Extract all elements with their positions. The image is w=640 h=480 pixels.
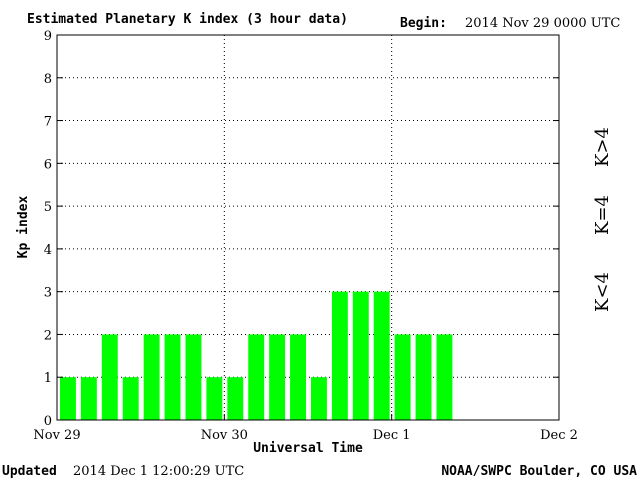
kp-bar: [143, 334, 160, 420]
kp-bar: [122, 377, 139, 420]
kp-bar: [290, 334, 306, 420]
bars: [60, 291, 453, 420]
plot-frame: [56, 34, 560, 421]
kp-bar: [331, 291, 348, 420]
kp-bar: [436, 334, 453, 420]
y-tick-label: 8: [44, 72, 52, 87]
y-tick-label: 1: [44, 371, 52, 386]
x-tick-label: Dec 2: [540, 428, 578, 443]
x-tick-label: Nov 30: [201, 428, 248, 443]
kp-bar: [311, 377, 327, 420]
footer: Updated 2014 Dec 1 12:00:29 UTC NOAA/SWP…: [2, 464, 637, 479]
kp-bar: [352, 291, 369, 420]
y-tick-label: 9: [44, 29, 52, 44]
kp-bar: [394, 334, 411, 420]
legend: K>4 K=4 K<4: [592, 127, 613, 312]
kp-bar: [227, 377, 244, 420]
kp-bar: [185, 334, 202, 420]
begin-label: Begin:: [400, 16, 447, 31]
x-axis-ticks: Nov 29 Nov 30 Dec 1 Dec 2: [33, 414, 578, 443]
grid-lines: [57, 35, 559, 420]
y-tick-label: 0: [44, 414, 52, 429]
updated-label: Updated: [2, 464, 57, 479]
x-tick-label: Nov 29: [33, 428, 80, 443]
updated-value: 2014 Dec 1 12:00:29 UTC: [73, 464, 244, 479]
kp-bar: [248, 334, 265, 420]
legend-k-equal-4: K=4: [592, 195, 613, 235]
chart-title: Estimated Planetary K index (3 hour data…: [27, 12, 348, 27]
y-tick-label: 2: [44, 328, 52, 343]
begin-value: 2014 Nov 29 0000 UTC: [465, 16, 620, 31]
legend-k-greater-4: K>4: [592, 127, 613, 167]
source-credit: NOAA/SWPC Boulder, CO USA: [441, 464, 637, 479]
x-tick-label: Dec 1: [373, 428, 411, 443]
y-tick-label: 5: [44, 200, 52, 215]
x-axis-label: Universal Time: [253, 441, 363, 456]
kp-bar: [206, 377, 223, 420]
kp-bar: [373, 291, 390, 420]
kp-bar: [164, 334, 181, 420]
kp-bar: [415, 334, 432, 420]
y-tick-label: 4: [44, 243, 52, 258]
y-tick-label: 3: [44, 286, 52, 301]
y-axis-label: Kp index: [16, 196, 31, 259]
y-tick-label: 6: [44, 157, 52, 172]
y-tick-label: 7: [44, 115, 52, 130]
kp-bar: [80, 377, 97, 420]
kp-bar: [60, 377, 76, 420]
kp-bar: [101, 334, 118, 420]
kp-bar: [269, 334, 286, 420]
legend-k-less-4: K<4: [592, 272, 613, 312]
y-axis-ticks: 0 1 2 3 4 5 6 7 8 9: [44, 29, 559, 429]
header: Estimated Planetary K index (3 hour data…: [27, 12, 620, 31]
